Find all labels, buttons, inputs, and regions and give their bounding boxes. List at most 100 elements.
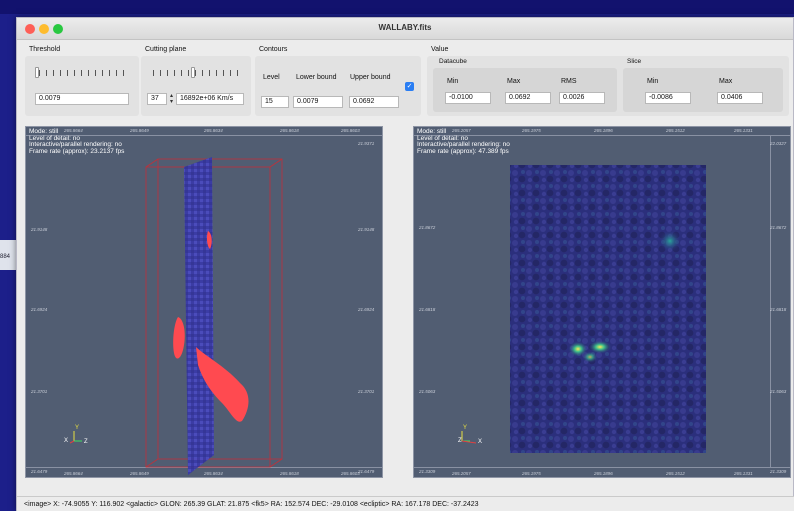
bottom-axis-line: [26, 467, 382, 468]
contours-panel: Level Lower bound Upper bound 15 0.0079 …: [255, 56, 421, 116]
cutting-plane-texture: [184, 157, 214, 475]
bottom-tick-label: 265.2057: [452, 471, 471, 476]
title-bar: WALLABY.fits: [17, 18, 793, 40]
bottom-axis-line: [414, 467, 790, 468]
window-title: WALLABY.fits: [378, 23, 432, 32]
cutting-plane-stepper[interactable]: ▴ ▾: [169, 93, 173, 105]
frame-rate-text: Frame rate (approx): 47.389 fps: [417, 147, 509, 155]
contours-checkbox[interactable]: ✓: [405, 82, 414, 91]
top-tick-label: 265.1331: [734, 128, 753, 133]
controls-area: Threshold 0.0079 Cutting plane 37 ▴ ▾ 168…: [17, 40, 794, 124]
upper-bound-input[interactable]: 0.0692: [349, 96, 399, 108]
datacube-min-value: -0.0100: [445, 92, 491, 104]
left-tick-label: 21.9148: [31, 227, 48, 232]
left-tick-label: 21.6924: [31, 307, 48, 312]
right-tick-label: 21.6479: [358, 469, 375, 474]
level-label: Level: [263, 74, 280, 81]
cutting-plane-slider-ticks: [153, 70, 243, 76]
threshold-group-label: Threshold: [29, 46, 61, 53]
axis-y-label: Y: [75, 425, 80, 431]
contours-group-label: Contours: [259, 46, 288, 53]
bottom-tick-label: 265.8603: [341, 471, 360, 476]
background-window-edge: 884: [0, 240, 16, 270]
desktop-background: [0, 0, 794, 14]
threshold-panel: 0.0079: [25, 56, 139, 116]
bottom-tick-label: 265.1512: [666, 471, 685, 476]
right-tick-label: 21.3701: [358, 389, 375, 394]
cutting-plane-index-input[interactable]: 37: [147, 93, 167, 105]
top-tick-label: 265.1512: [666, 128, 685, 133]
lower-bound-input[interactable]: 0.0079: [293, 96, 343, 108]
frame-rate-text: Frame rate (approx): 23.2137 fps: [29, 147, 125, 155]
top-tick-label: 265.1975: [522, 128, 541, 133]
slice-min-value: -0.0086: [645, 92, 691, 104]
zoom-window-button[interactable]: [53, 24, 63, 34]
level-of-detail-text: Level of detail: no: [29, 134, 80, 142]
right-tick-label: 22.0327: [770, 141, 787, 146]
axis-z-label: Z: [84, 439, 88, 445]
top-tick-label: 265.1896: [594, 128, 613, 133]
threshold-slider-ticks: [39, 70, 129, 76]
close-window-button[interactable]: [25, 24, 35, 34]
level-input[interactable]: 15: [261, 96, 289, 108]
slice-panel: Min Max -0.0086 0.0406: [623, 68, 783, 112]
top-axis-line: [26, 135, 382, 136]
axis-x-label: X: [478, 439, 483, 445]
render-info-overlay: Mode: still Level of detail: no Interact…: [417, 128, 510, 155]
background-window-text: 884: [0, 254, 11, 260]
volume-rendering: [69, 157, 283, 475]
axis-z-label: Z: [458, 438, 462, 444]
top-tick-label: 265.2057: [452, 128, 471, 133]
value-panel: Datacube Min Max RMS -0.0100 0.0692 0.00…: [427, 56, 789, 116]
bottom-tick-label: 265.8649: [130, 471, 149, 476]
bottom-tick-label: 265.1896: [594, 471, 613, 476]
right-tick-label: 21.9148: [358, 227, 375, 232]
slice-min-label: Min: [647, 78, 659, 85]
right-tick-label: 21.6818: [770, 307, 787, 312]
slice-data-region: [510, 165, 706, 453]
threshold-input[interactable]: 0.0079: [35, 93, 129, 105]
threshold-slider[interactable]: [35, 66, 131, 80]
left-tick-label: 21.6479: [31, 469, 48, 474]
left-tick-label: 21.3701: [31, 389, 48, 394]
slice-image: [461, 165, 706, 453]
orientation-axes: [69, 431, 82, 444]
left-tick-label: 21.3309: [419, 469, 436, 474]
contour-surface-small: [206, 231, 212, 249]
bottom-tick-label: 265.8634: [204, 471, 223, 476]
top-tick-label: 265.8618: [280, 128, 299, 133]
contour-surface-left: [173, 317, 185, 359]
datacube-panel: Min Max RMS -0.0100 0.0692 0.0026: [433, 68, 617, 112]
contour-surface-main: [196, 347, 249, 422]
parallel-rendering-text: Interactive/parallel rendering: no: [417, 141, 510, 148]
slice-view-2d[interactable]: 265.2057 265.1975 265.1896 265.1512 265.…: [413, 126, 791, 478]
bottom-tick-label: 265.1975: [522, 471, 541, 476]
source-emission-secondary: [659, 230, 681, 252]
cutting-plane-velocity-input[interactable]: 16892e+06 Km/s: [176, 93, 244, 105]
slice-label: Slice: [627, 58, 642, 65]
cutting-plane-slider[interactable]: [149, 66, 245, 80]
threshold-slider-knob[interactable]: [35, 67, 39, 78]
source-emission-right: [588, 340, 612, 354]
datacube-min-label: Min: [447, 78, 459, 85]
datacube-max-label: Max: [507, 78, 521, 85]
top-tick-label: 265.8634: [204, 128, 223, 133]
right-tick-label: 21.8672: [770, 225, 787, 230]
cutting-plane-slider-knob[interactable]: [191, 67, 195, 78]
datacube-rms-value: 0.0026: [559, 92, 605, 104]
mode-text: Mode: still: [417, 128, 447, 135]
upper-bound-label: Upper bound: [350, 74, 391, 81]
right-tick-label: 21.3309: [770, 469, 787, 474]
bottom-tick-label: 265.1331: [734, 471, 753, 476]
lower-bound-label: Lower bound: [296, 74, 337, 81]
bounding-box: [145, 158, 283, 468]
render-info-overlay: Mode: still Level of detail: no Interact…: [29, 128, 125, 155]
top-tick-label: 265.8649: [130, 128, 149, 133]
minimize-window-button[interactable]: [39, 24, 49, 34]
right-axis-line: [382, 135, 383, 468]
render-view-3d[interactable]: 265.8664 265.8649 265.8634 265.8618 265.…: [25, 126, 383, 478]
value-group-label: Value: [431, 46, 449, 53]
right-tick-label: 21.9371: [358, 141, 375, 146]
right-tick-label: 21.6924: [358, 307, 375, 312]
left-tick-label: 21.5063: [419, 389, 436, 394]
